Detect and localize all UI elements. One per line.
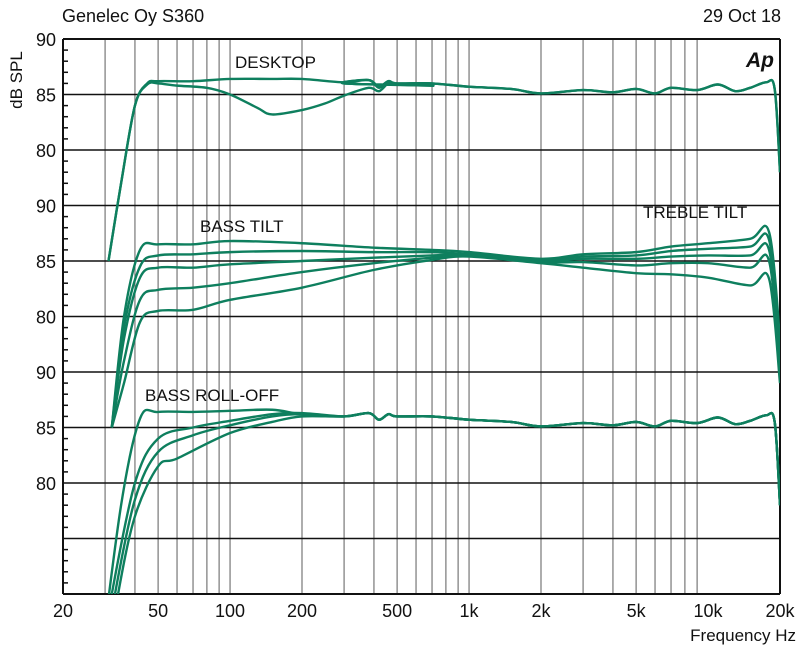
series-line-tilt-4 (110, 253, 780, 428)
x-tick-label: 20 (53, 601, 73, 621)
x-tick-label: 10k (694, 601, 724, 621)
x-tick-label: 500 (382, 601, 412, 621)
x-tick-label: 50 (148, 601, 168, 621)
y-tick-label: 85 (36, 419, 56, 439)
annotation-desktop: DESKTOP (235, 53, 316, 72)
series-line-rolloff-4 (116, 411, 780, 594)
y-tick-label: 80 (36, 141, 56, 161)
chart-title: Genelec Oy S360 (62, 6, 204, 26)
y-axis-label: dB SPL (7, 51, 26, 109)
curves (107, 77, 780, 594)
series-line-tilt-5 (110, 255, 780, 428)
x-tick-label: 200 (287, 601, 317, 621)
y-tick-label: 80 (36, 308, 56, 328)
x-tick-label: 1k (460, 601, 480, 621)
x-tick-label: 20k (765, 601, 795, 621)
series-line-tilt-2 (110, 232, 780, 428)
series-line-rolloff-2 (110, 411, 780, 594)
y-tick-label: 80 (36, 474, 56, 494)
chart-date: 29 Oct 18 (703, 6, 781, 26)
annotation-bass-roll-off: BASS ROLL-OFF (145, 386, 279, 405)
annotation-treble-tilt: TREBLE TILT (643, 203, 747, 222)
logo-ap: Ap (745, 49, 774, 72)
y-tick-label: 90 (36, 363, 56, 383)
y-tick-label: 90 (36, 30, 56, 50)
x-tick-labels: 20 50 100 200 500 1k 2k 5k 10k 20k (53, 601, 796, 621)
y-tick-label: 90 (36, 197, 56, 217)
annotation-bass-tilt: BASS TILT (200, 217, 283, 236)
series-line-desktop-dip (107, 78, 780, 262)
x-tick-label: 5k (627, 601, 647, 621)
y-tick-labels: 90 85 80 90 85 80 90 85 80 (36, 30, 56, 494)
x-tick-label: 2k (531, 601, 551, 621)
y-tick-label: 85 (36, 252, 56, 272)
x-tick-label: 100 (215, 601, 245, 621)
y-tick-label: 85 (36, 86, 56, 106)
x-axis-label: Frequency Hz (690, 626, 796, 645)
series-line-tilt-1 (110, 224, 780, 428)
grid (62, 38, 781, 595)
series-line-tilt-3 (110, 242, 780, 428)
